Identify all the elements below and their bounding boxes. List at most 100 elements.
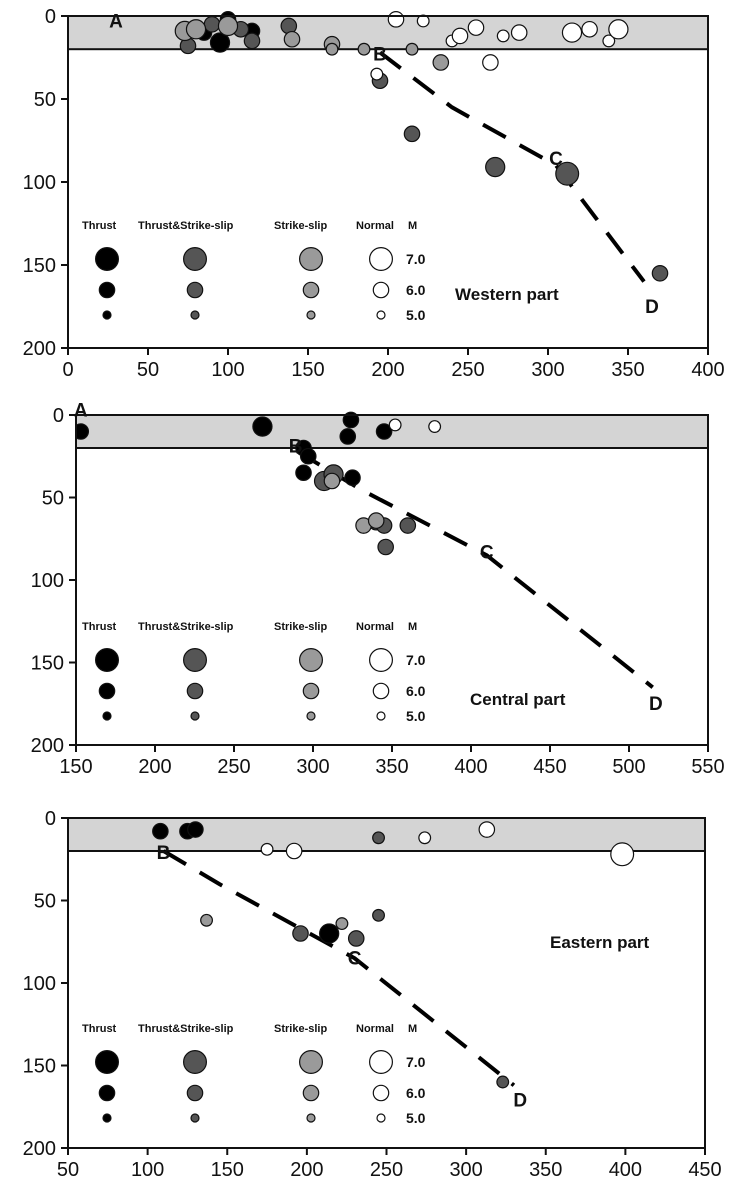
profile-label: D: [645, 297, 659, 318]
profile-label: C: [348, 949, 362, 970]
x-tick-label: 250: [217, 756, 250, 778]
data-point-thrust-strike-slip: [496, 1075, 510, 1089]
legend-magnitude-label: 5.0: [406, 708, 426, 724]
legend-symbol: [102, 1113, 112, 1123]
legend-symbol: [306, 1113, 316, 1123]
x-tick-label: 300: [449, 1159, 482, 1181]
panel-title: Central part: [470, 690, 566, 709]
legend-symbol: [372, 682, 390, 700]
legend: Thrust Thrust&Strike-slip Strike-slip Norma…: [82, 1023, 426, 1126]
legend-symbol: [183, 647, 208, 672]
data-points: [76, 411, 442, 556]
data-point-thrust: [187, 821, 204, 838]
legend-symbol: [98, 1084, 116, 1102]
x-tick-label: 100: [211, 359, 244, 381]
data-point-thrust-strike-slip: [555, 161, 580, 186]
legend-header: Strike-slip: [274, 621, 327, 633]
legend-header: Thrust: [82, 1023, 117, 1035]
x-tick-label: 150: [211, 1159, 244, 1181]
legend-header: Thrust&Strike-slip: [138, 220, 234, 232]
legend-symbol: [376, 1113, 386, 1123]
legend: Thrust Thrust&Strike-slip Strike-slip Norma…: [82, 621, 426, 724]
profile-label: C: [480, 542, 494, 563]
data-point-strike-slip: [325, 42, 339, 56]
data-point-strike-slip: [367, 512, 385, 529]
plot-frame: [67, 15, 709, 349]
legend-symbol: [302, 281, 320, 299]
legend-symbol: [306, 310, 316, 320]
legend-symbol: [190, 310, 200, 320]
data-point-strike-slip: [432, 54, 450, 71]
legend-symbol: [186, 1084, 204, 1102]
legend-header: Strike-slip: [274, 1023, 327, 1035]
profile-label: D: [513, 1091, 527, 1112]
data-point-normal: [602, 34, 616, 48]
legend-symbol: [190, 1113, 200, 1123]
data-point-thrust: [76, 423, 90, 440]
profile-label: B: [373, 45, 387, 66]
data-point-thrust: [252, 416, 273, 437]
x-tick-label: 500: [612, 756, 645, 778]
data-points: [152, 821, 635, 1089]
y-tick-label: 0: [53, 405, 64, 427]
data-point-normal: [451, 27, 469, 45]
x-tick-label: 200: [138, 756, 171, 778]
panel-title: Eastern part: [550, 933, 650, 952]
legend-symbol: [94, 247, 119, 272]
legend-header: Normal: [356, 220, 394, 232]
data-point-thrust-strike-slip: [399, 517, 417, 534]
data-point-thrust-strike-slip: [372, 831, 385, 845]
legend-symbol: [183, 247, 208, 272]
y-tick-label: 200: [23, 1138, 56, 1160]
x-tick-label: 200: [290, 1159, 323, 1181]
x-tick-label: 250: [451, 359, 484, 381]
y-tick-label: 200: [31, 735, 64, 757]
data-point-strike-slip: [405, 42, 419, 56]
y-tick-label: 100: [23, 172, 56, 194]
x-tick-label: 300: [531, 359, 564, 381]
legend-header: M: [408, 1023, 417, 1035]
data-point-thrust: [295, 464, 312, 482]
data-point-normal: [561, 22, 583, 43]
x-tick-label: 350: [611, 359, 644, 381]
legend-symbol: [376, 711, 386, 721]
data-point-normal: [478, 821, 496, 838]
x-tick-label: 400: [454, 756, 487, 778]
legend-symbol: [102, 310, 112, 320]
legend-magnitude-label: 7.0: [406, 251, 426, 267]
profile-label: C: [549, 149, 563, 170]
panel-western-part: A B C D 0 50 100 150 200 250 300 350 400 0 50 100 150 200…: [23, 6, 725, 381]
data-point-thrust: [375, 423, 393, 440]
data-points: [174, 11, 669, 282]
legend-header: M: [408, 621, 417, 633]
legend-symbol: [186, 682, 204, 700]
data-point-normal: [496, 29, 510, 43]
x-tick-label: 150: [59, 756, 92, 778]
x-tick-label: 0: [62, 359, 73, 381]
legend-header: Thrust: [82, 220, 117, 232]
legend-symbol: [186, 281, 204, 299]
data-point-strike-slip: [217, 15, 239, 37]
data-point-normal: [581, 20, 598, 38]
legend-symbol: [183, 1049, 208, 1074]
data-point-strike-slip: [335, 917, 349, 931]
legend-header: M: [408, 220, 417, 232]
legend-symbol: [299, 647, 324, 672]
legend-symbol: [306, 711, 316, 721]
x-tick-label: 550: [691, 756, 724, 778]
data-point-normal: [285, 842, 303, 860]
y-tick-label: 50: [34, 891, 56, 913]
data-point-strike-slip: [357, 42, 371, 56]
x-tick-label: 200: [371, 359, 404, 381]
plot-frame: [75, 414, 709, 746]
y-tick-label: 50: [34, 89, 56, 111]
x-tick-label: 350: [529, 1159, 562, 1181]
legend-header: Strike-slip: [274, 220, 327, 232]
legend-symbol: [369, 1049, 394, 1074]
legend-magnitude-label: 6.0: [406, 683, 426, 699]
legend-magnitude-label: 7.0: [406, 1054, 426, 1070]
data-point-thrust-strike-slip: [372, 908, 385, 922]
panel-title: Western part: [455, 285, 559, 304]
profile-label: A: [109, 11, 123, 32]
